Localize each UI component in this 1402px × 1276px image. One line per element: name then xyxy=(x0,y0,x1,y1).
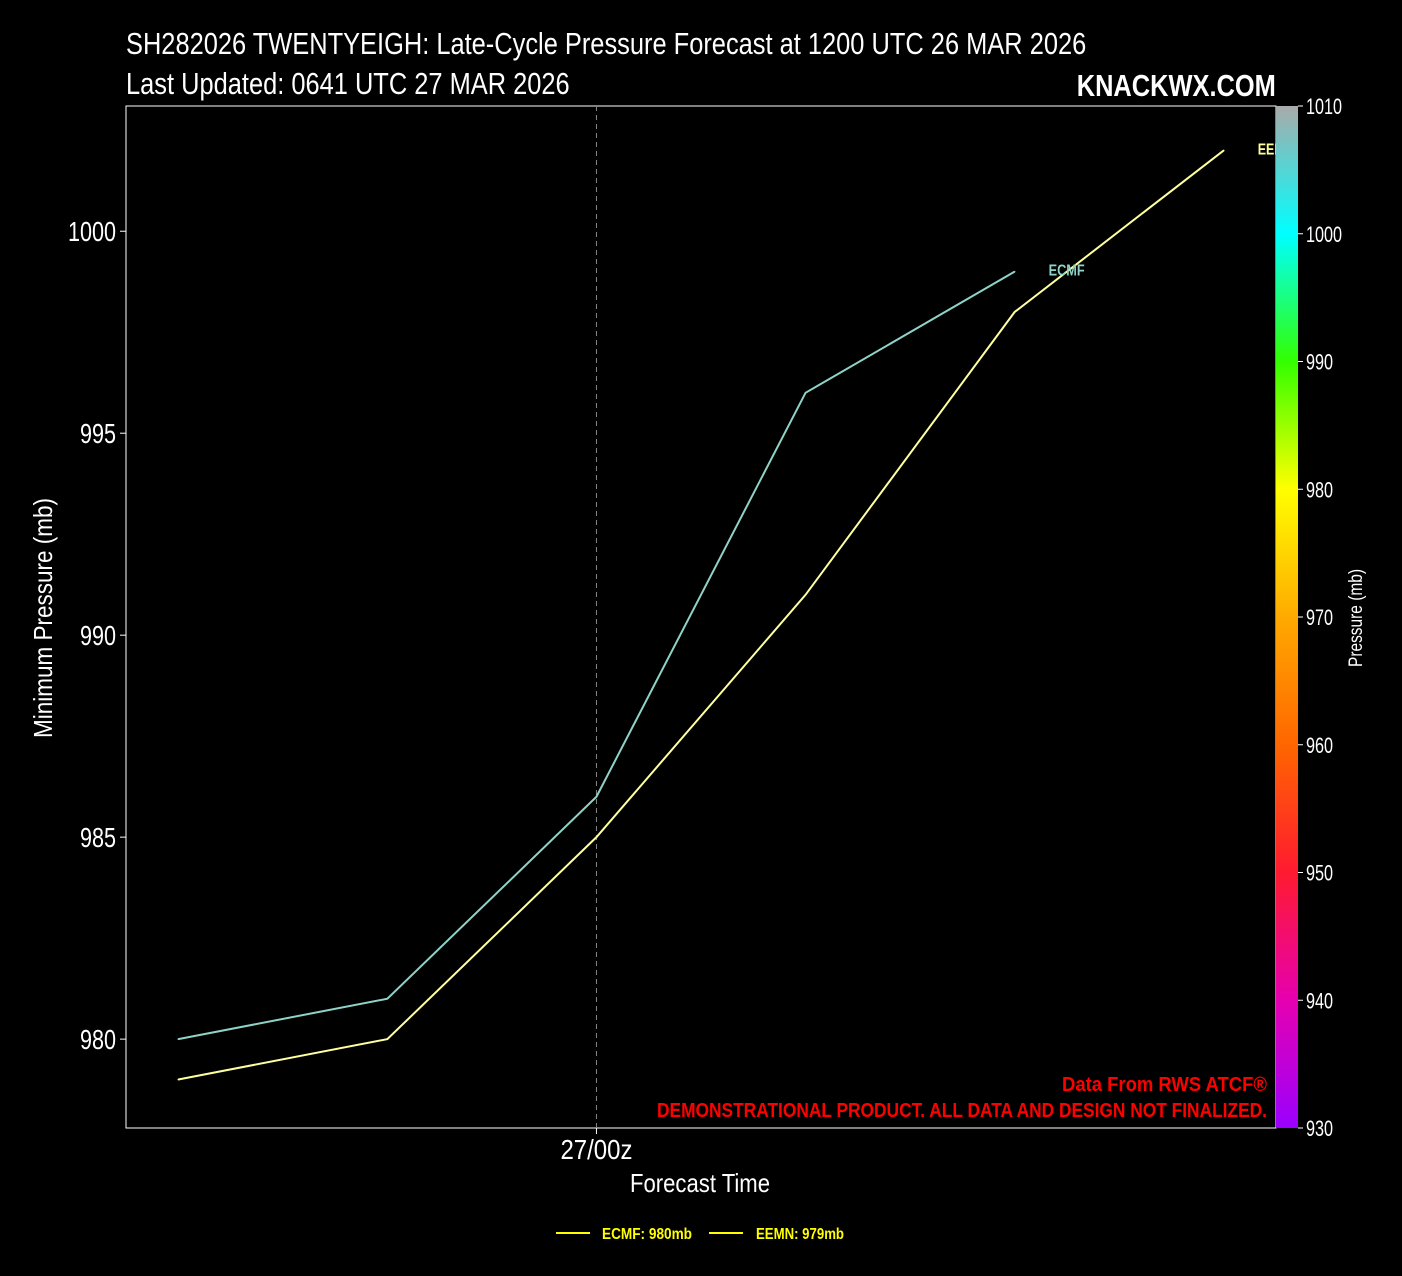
colorbar-label: Pressure (mb) xyxy=(1346,569,1367,667)
y-axis: 980 985 990 995 1000 xyxy=(68,216,126,1055)
colorbar-tick-label: 980 xyxy=(1306,477,1333,502)
data-point-eemn xyxy=(177,1078,180,1081)
chart-title: SH282026 TWENTYEIGH: Late-Cycle Pressure… xyxy=(126,26,1087,61)
disclaimer-note: DEMONSTRATIONAL PRODUCT. ALL DATA AND DE… xyxy=(657,1100,1267,1122)
data-point-ecmf xyxy=(177,1038,180,1040)
colorbar-tick-label: 940 xyxy=(1306,988,1333,1013)
data-point-ecmf xyxy=(804,392,807,394)
data-point-ecmf xyxy=(386,997,389,1000)
y-tick-label: 1000 xyxy=(68,216,116,247)
legend-label-ecmf: ECMF: 980mb xyxy=(602,1226,692,1243)
y-tick-label: 980 xyxy=(80,1024,116,1055)
plot-area xyxy=(125,105,1277,1129)
colorbar-tick-label: 1010 xyxy=(1306,94,1342,119)
data-point-eemn xyxy=(386,1038,389,1040)
x-axis: 27/00z xyxy=(560,1128,632,1165)
colorbar-gradient xyxy=(1276,106,1298,1128)
plot-frame xyxy=(125,105,1277,1129)
y-tick-label: 990 xyxy=(80,620,116,651)
colorbar-tick-label: 990 xyxy=(1306,350,1333,375)
data-point-eemn xyxy=(1013,311,1016,313)
brand-logo-text: KNACKWX.COM xyxy=(1076,68,1276,103)
colorbar-tick-label: 970 xyxy=(1306,605,1333,630)
legend: ECMF: 980mb EEMN: 979mb xyxy=(556,1226,844,1243)
colorbar-tick-label: 960 xyxy=(1306,733,1333,758)
series-end-label-ecmf: ECMF xyxy=(1049,263,1085,280)
series-line-eemn xyxy=(178,149,1225,1081)
pressure-colorbar: 930 940 950 960 970 980 990 1000 1010 Pressure (… xyxy=(1276,94,1367,1141)
x-tick-label: 27/00z xyxy=(560,1134,632,1165)
end-labels: ECMF EEMN xyxy=(1049,141,1294,280)
y-axis-label: Minimum Pressure (mb) xyxy=(28,498,58,738)
y-tick-label: 995 xyxy=(80,418,116,449)
colorbar-tick-label: 930 xyxy=(1306,1116,1333,1141)
data-point-ecmf xyxy=(1013,270,1016,273)
y-tick-label: 985 xyxy=(80,822,116,853)
x-axis-label: Forecast Time xyxy=(630,1168,770,1198)
data-point-eemn xyxy=(595,836,598,838)
data-point-ecmf xyxy=(595,795,598,798)
legend-label-eemn: EEMN: 979mb xyxy=(756,1226,844,1243)
colorbar-ticks: 930 940 950 960 970 980 990 1000 1010 xyxy=(1298,94,1342,1141)
data-point-eemn xyxy=(804,593,807,596)
colorbar-tick-label: 950 xyxy=(1306,861,1333,886)
chart-subtitle: Last Updated: 0641 UTC 27 MAR 2026 xyxy=(126,66,570,101)
series-end-label-eemn: EEMN xyxy=(1258,141,1294,158)
series-layer xyxy=(177,106,1225,1128)
data-point-eemn xyxy=(1222,149,1225,152)
colorbar-tick-label: 1000 xyxy=(1306,222,1342,247)
data-source-note: Data From RWS ATCF® xyxy=(1062,1074,1267,1096)
